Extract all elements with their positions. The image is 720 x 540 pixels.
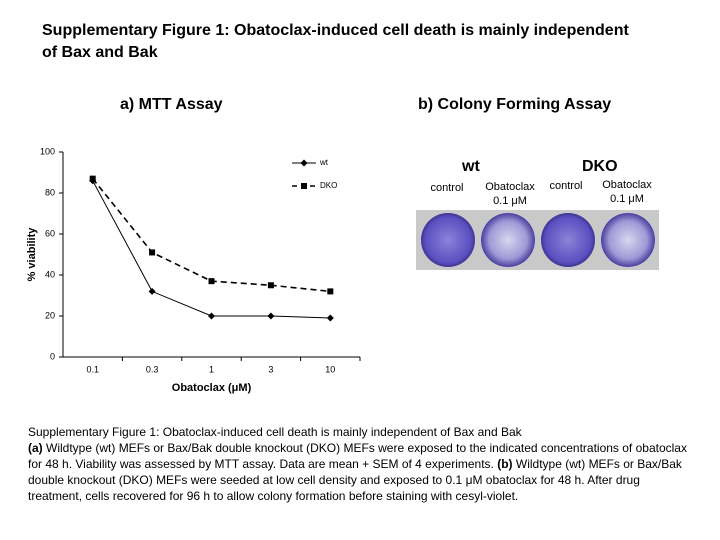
condition-label: Obatoclax 0.1 μM — [485, 181, 535, 207]
data-point — [326, 314, 334, 322]
legend-label: wt — [319, 158, 329, 167]
caption: Supplementary Figure 1: Obatoclax-induce… — [28, 424, 688, 504]
condition-label: Obatoclax 0.1 μM — [602, 179, 652, 205]
panel-title: a) MTT Assay — [120, 96, 223, 113]
x-tick-label: 10 — [325, 364, 335, 374]
y-axis-label: % viability — [26, 227, 38, 282]
series-line — [92, 180, 331, 319]
y-tick-label: 100 — [40, 146, 55, 156]
y-tick-label: 0 — [50, 351, 55, 361]
x-tick-label: 1 — [209, 364, 214, 374]
y-tick-label: 40 — [45, 269, 55, 279]
panel-title: b) Colony Forming Assay — [418, 96, 612, 113]
data-point — [267, 282, 274, 289]
caption-title: Supplementary Figure 1: Obatoclax-induce… — [28, 425, 522, 439]
x-tick-label: 0.1 — [86, 364, 99, 374]
caption-label: (b) — [497, 457, 513, 471]
series-line — [92, 178, 331, 293]
data-point — [149, 249, 156, 256]
group-label: DKO — [582, 158, 618, 175]
legend-label: DKO — [320, 181, 337, 190]
x-tick-label: 3 — [268, 364, 273, 374]
legend-marker — [301, 183, 307, 189]
group-label: wt — [462, 158, 480, 175]
data-point — [267, 312, 275, 320]
title: Supplementary Figure 1: Obatoclax-induce… — [42, 22, 629, 61]
chart: 0 20 40 60 80 100 0.1 0.3 1 3 10 Obatoclax (μM) % vi… — [26, 146, 361, 394]
condition-label: control — [549, 180, 583, 192]
y-tick-label: 20 — [45, 310, 55, 320]
data-point — [208, 312, 215, 320]
y-tick-label: 80 — [45, 187, 55, 197]
data-point — [208, 278, 215, 285]
data-point — [148, 287, 156, 295]
x-tick-label: 0.3 — [146, 364, 159, 374]
caption-body: (a) Wildtype (wt) MEFs or Bax/Bak double… — [28, 440, 688, 504]
caption-label: (a) — [28, 441, 43, 455]
data-point — [89, 175, 96, 182]
legend-marker — [300, 159, 308, 167]
colony-image — [416, 210, 659, 270]
y-tick-label: 60 — [45, 228, 55, 238]
data-point — [327, 288, 334, 295]
x-axis-label: Obatoclax (μM) — [172, 382, 252, 394]
caption-text: Wildtype (wt) MEFs or Bax/Bak double kno… — [28, 441, 687, 471]
condition-label: control — [430, 182, 464, 194]
caption-text: Wildtype (wt) MEFs or Bax/Bak double kno… — [28, 457, 682, 503]
